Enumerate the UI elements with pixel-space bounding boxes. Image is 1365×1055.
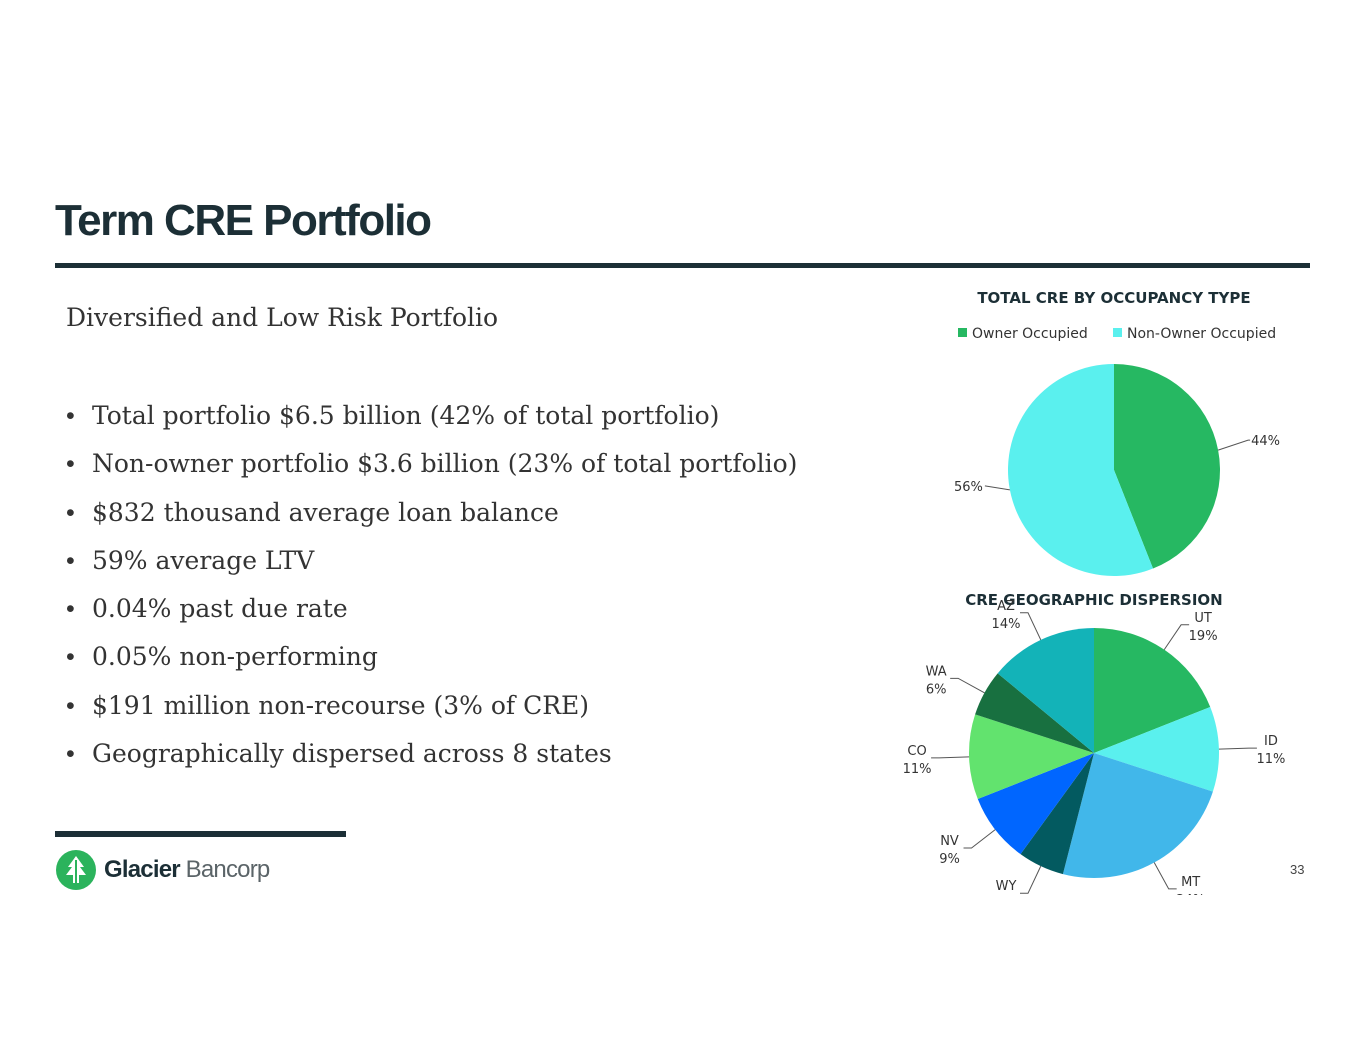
pie-slice-nv	[977, 753, 1094, 855]
pie-slice-ut	[1094, 628, 1211, 753]
bullet-marker: •	[66, 402, 75, 430]
bullet-item: • 59% average LTV	[66, 540, 797, 588]
bullet-item: • $832 thousand average loan balance	[66, 492, 797, 540]
footer-divider	[55, 831, 346, 837]
bullet-item: • Total portfolio $6.5 billion (42% of to…	[66, 395, 797, 443]
legend-swatch-owner	[958, 328, 967, 337]
pie-slice-non-owner-occupied	[1008, 364, 1154, 576]
pie-category-mt: MT	[1181, 875, 1200, 890]
pie-label-nv: 9%	[939, 852, 960, 867]
bullet-text: 0.05% non-performing	[92, 642, 378, 672]
bullet-list: • Total portfolio $6.5 billion (42% of to…	[66, 395, 797, 781]
pie-label-co: 11%	[903, 762, 932, 777]
tree-logo-icon	[56, 850, 96, 890]
pie-slice-wa	[975, 673, 1094, 753]
bullet-text: $832 thousand average loan balance	[92, 497, 559, 527]
geographic-chart-title: CRE GEOGRAPHIC DISPERSION	[965, 591, 1222, 609]
logo-text-light: Bancorp	[185, 856, 271, 883]
bullet-text: Total portfolio $6.5 billion (42% of tot…	[92, 401, 720, 430]
pie-slice-wy	[1020, 753, 1094, 875]
pie-label-id: 11%	[1256, 752, 1285, 767]
bullet-marker: •	[66, 740, 75, 769]
pie-category-wa: WA	[926, 664, 947, 679]
pie-slice-owner-occupied	[1114, 364, 1220, 569]
leader-line	[1218, 747, 1257, 750]
pie-category-az: AZ	[997, 599, 1015, 614]
bullet-item: • 0.04% past due rate	[66, 588, 797, 636]
pie-category-ut: UT	[1194, 611, 1212, 626]
slide-title: Term CRE Portfolio	[55, 196, 432, 245]
bullet-text: Non-owner portfolio $3.6 billion (23% of…	[92, 449, 798, 479]
pie-slice-id	[1094, 706, 1219, 792]
bullet-item: • $191 million non-recourse (3% of CRE)	[66, 685, 797, 733]
pie-slice-mt	[1062, 753, 1213, 878]
pie-label-non-owner-occupied: 56%	[954, 480, 983, 495]
pie-category-nv: NV	[940, 834, 959, 849]
charts-panel: TOTAL CRE BY OCCUPANCY TYPE Owner Occupi…	[903, 289, 1286, 895]
leader-line	[1163, 624, 1190, 650]
pie-slice-co	[969, 714, 1094, 800]
pie-label-owner-occupied: 44%	[1251, 434, 1280, 449]
occupancy-pie: 44% 56%	[954, 364, 1280, 576]
bullet-item: • Geographically dispersed across 8 state…	[66, 733, 797, 781]
title-divider	[55, 263, 1310, 268]
legend-swatch-nonowner	[1113, 328, 1122, 337]
bullet-marker: •	[66, 546, 75, 575]
pie-category-wy: WY	[996, 879, 1017, 894]
bullet-marker: •	[66, 691, 75, 720]
pie-category-co: CO	[907, 744, 926, 759]
bullet-text: $191 million non-recourse (3% of CRE)	[92, 690, 590, 720]
pie-category-id: ID	[1264, 734, 1278, 749]
bullet-marker: •	[66, 595, 75, 624]
leader-line	[963, 829, 996, 849]
leader-line	[1217, 439, 1251, 451]
leader-line	[984, 485, 1010, 491]
leader-line	[1020, 865, 1042, 894]
bullet-marker: •	[66, 643, 75, 672]
occupancy-chart: TOTAL CRE BY OCCUPANCY TYPE Owner Occupi…	[954, 289, 1280, 576]
legend-label-owner: Owner Occupied	[972, 326, 1088, 342]
occupancy-chart-title: TOTAL CRE BY OCCUPANCY TYPE	[977, 289, 1250, 307]
logo-wordmark: Glacier Bancorp	[104, 856, 271, 884]
section-subtitle: Diversified and Low Risk Portfolio	[66, 303, 499, 332]
leader-line	[1153, 862, 1177, 890]
pie-label-mt: 24%	[1176, 893, 1205, 895]
bullet-text: 0.04% past due rate	[92, 594, 348, 624]
geographic-chart: CRE GEOGRAPHIC DISPERSION UT 19% ID 11% MT 24…	[903, 591, 1286, 895]
pie-label-wa: 6%	[926, 682, 947, 697]
bullet-marker: •	[66, 498, 75, 527]
bullet-text: 59% average LTV	[92, 545, 315, 575]
leader-line	[1020, 612, 1042, 641]
leader-line	[950, 677, 985, 694]
company-logo: Glacier Bancorp	[56, 850, 271, 890]
bullet-text: Geographically dispersed across 8 states	[92, 739, 612, 769]
bullet-item: • Non-owner portfolio $3.6 billion (23% o…	[66, 443, 797, 491]
pie-slice-az	[997, 628, 1094, 753]
page-number: 33	[1290, 862, 1305, 877]
logo-text-bold: Glacier	[104, 856, 181, 883]
leader-line	[931, 756, 970, 759]
bullet-item: • 0.05% non-performing	[66, 636, 797, 684]
bullet-marker: •	[66, 450, 75, 479]
pie-label-ut: 19%	[1189, 629, 1218, 644]
legend-label-nonowner: Non-Owner Occupied	[1127, 326, 1276, 342]
pie-label-az: 14%	[992, 617, 1021, 632]
